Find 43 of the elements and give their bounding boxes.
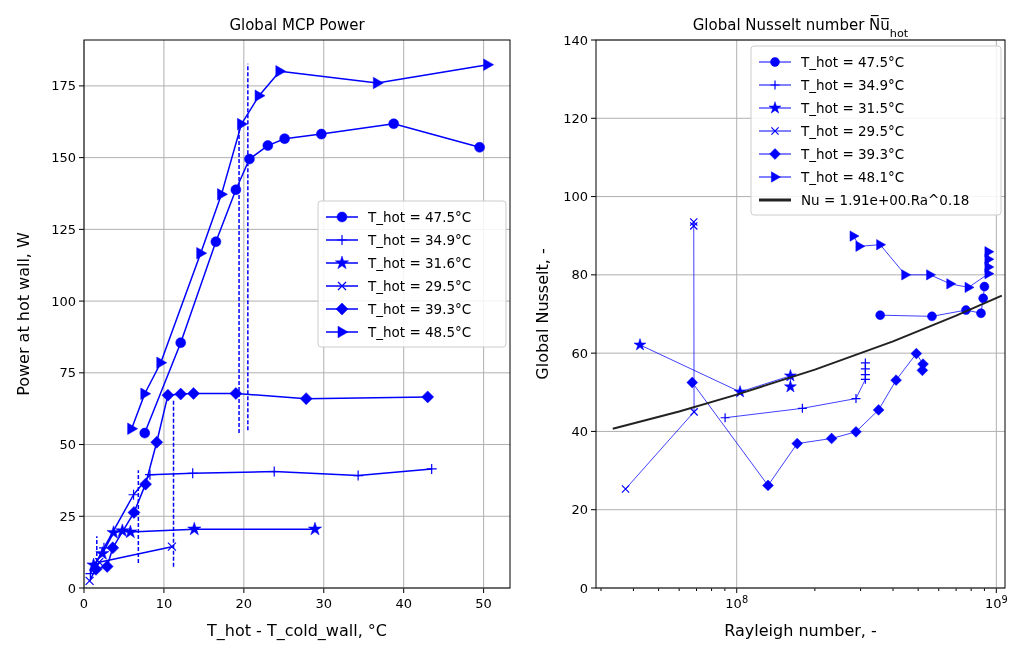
legend-label: Nu = 1.91e+00.Ra^0.18 (801, 192, 970, 208)
legend-label: T_hot = 48.1°C (800, 169, 905, 185)
x-axis-title: Rayleigh number, - (724, 621, 877, 640)
x-tick-label: 10$^{9}$ (984, 593, 1008, 611)
x-tick-label: 40 (395, 596, 412, 611)
y-tick-label: 125 (51, 221, 76, 237)
legend-label: T_hot = 29.5°C (800, 123, 905, 139)
y-tick-label: 0 (579, 580, 588, 596)
y-tick-label: 75 (59, 365, 76, 381)
y-tick-label: 175 (51, 78, 76, 94)
legend-label: T_hot = 34.9°C (800, 77, 905, 93)
legend-label: T_hot = 31.5°C (800, 100, 905, 116)
y-tick-label: 50 (59, 437, 76, 453)
y-tick-label: 140 (563, 32, 588, 48)
y-tick-label: 120 (563, 110, 588, 126)
legend-label: T_hot = 39.3°C (800, 146, 905, 162)
legend-label: T_hot = 39.3°C (367, 301, 472, 317)
y-axis-title: Global Nusselt, - (533, 248, 552, 380)
legend-label: T_hot = 31.6°C (367, 255, 472, 271)
y-tick-label: 150 (51, 150, 76, 166)
x-axis-title: T_hot - T_cold_wall, °C (205, 621, 388, 641)
y-tick-label: 20 (571, 502, 588, 518)
chart-title: Global MCP Power (229, 16, 366, 34)
legend-label: T_hot = 47.5°C (800, 54, 905, 70)
x-tick-label: 10$^{8}$ (725, 593, 749, 611)
y-tick-label: 60 (571, 345, 588, 361)
y-tick-label: 0 (67, 580, 76, 596)
y-tick-label: 80 (571, 267, 588, 283)
y-tick-label: 100 (51, 293, 76, 309)
legend-label: T_hot = 48.5°C (367, 324, 472, 340)
legend-label: T_hot = 29.5°C (367, 278, 472, 294)
legend-label: T_hot = 34.9°C (367, 232, 472, 248)
x-tick-label: 0 (79, 596, 89, 611)
y-tick-label: 25 (59, 508, 76, 524)
chart-title: Global Nusselt number N̅u̅$_{hot}$ (692, 15, 909, 40)
x-tick-label: 20 (235, 596, 253, 611)
y-tick-label: 40 (571, 423, 588, 439)
y-tick-label: 100 (563, 189, 588, 205)
x-tick-label: 50 (475, 596, 492, 611)
legend-label: T_hot = 47.5°C (367, 209, 472, 225)
x-tick-label: 30 (315, 596, 333, 611)
y-axis-title: Power at hot wall, W (14, 231, 33, 396)
x-tick-label: 10 (155, 596, 173, 611)
